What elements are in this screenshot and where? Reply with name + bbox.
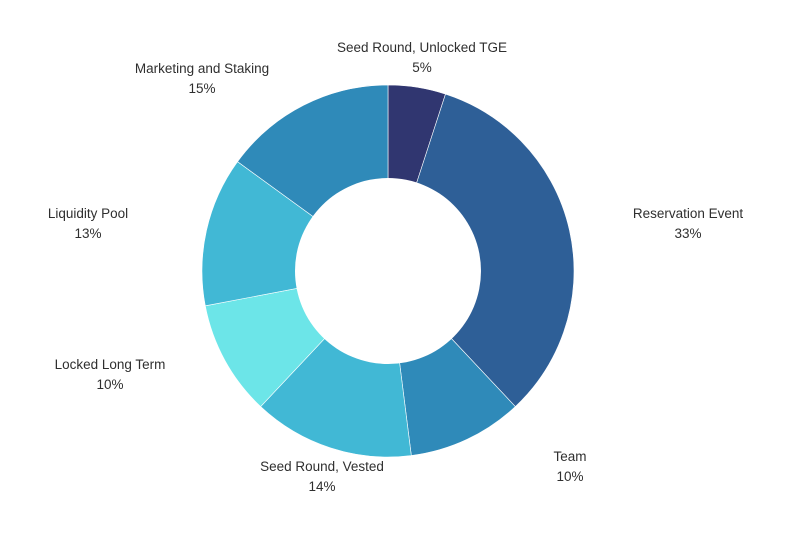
slice-label-locked-long-term: Locked Long Term <box>55 357 166 372</box>
slice-value-seed-round-vested: 14% <box>308 479 335 494</box>
slice-label-marketing-and-staking: Marketing and Staking <box>135 61 269 76</box>
slice-label-team: Team <box>553 449 586 464</box>
slice-value-liquidity-pool: 13% <box>74 226 101 241</box>
labels-layer: Seed Round, Unlocked TGE 5% Reservation Ev… <box>48 40 744 494</box>
slice-value-marketing-and-staking: 15% <box>188 81 215 96</box>
slice-label-seed-round-vested: Seed Round, Vested <box>260 459 384 474</box>
donut-hole <box>295 178 481 364</box>
slice-value-seed-round-unlocked-tge: 5% <box>412 60 432 75</box>
slice-value-reservation-event: 33% <box>674 226 701 241</box>
slice-label-liquidity-pool: Liquidity Pool <box>48 206 128 221</box>
slice-value-locked-long-term: 10% <box>96 377 123 392</box>
slice-label-seed-round-unlocked-tge: Seed Round, Unlocked TGE <box>337 40 507 55</box>
slice-label-reservation-event: Reservation Event <box>633 206 744 221</box>
slice-value-team: 10% <box>556 469 583 484</box>
slice-reservation-event <box>387 93 575 408</box>
